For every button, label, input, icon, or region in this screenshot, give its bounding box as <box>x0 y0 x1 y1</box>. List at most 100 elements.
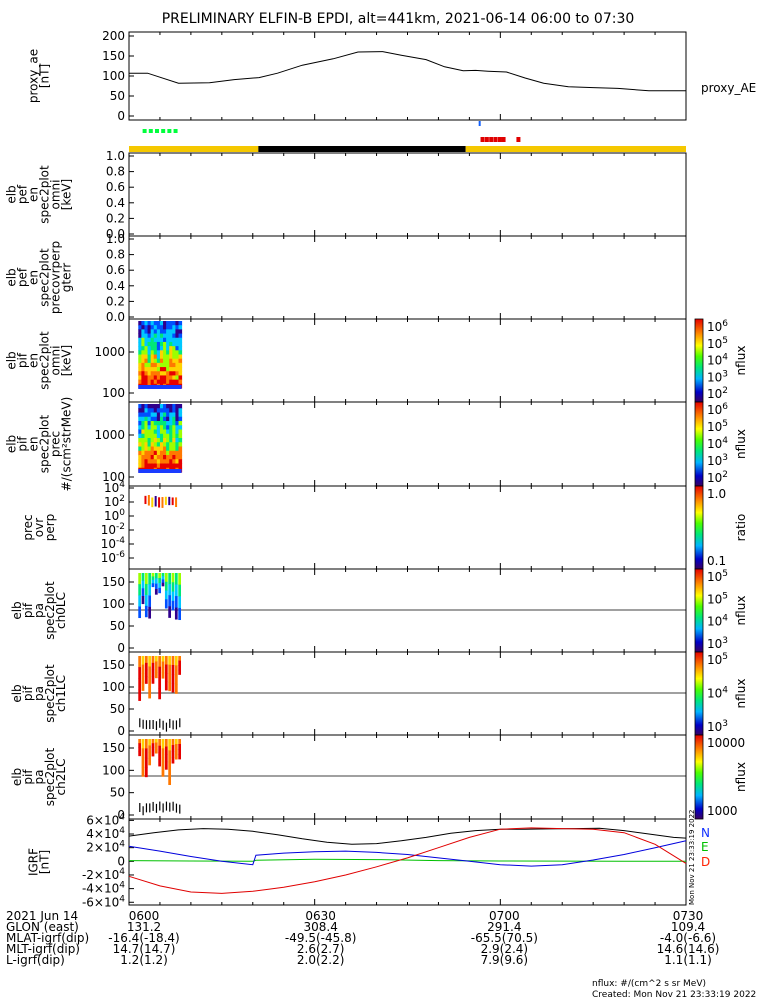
spectrogram-cell <box>159 321 164 326</box>
spectrogram-cell <box>166 450 170 456</box>
spectrogram-cell <box>144 463 149 469</box>
spectrogram-cell <box>141 438 145 443</box>
pitch-angle-cell <box>151 739 155 744</box>
spectrogram-cell <box>159 325 164 330</box>
spectrogram-cell <box>147 329 152 335</box>
spectrogram-cell <box>169 325 173 330</box>
spectrogram-cell <box>169 455 173 460</box>
spectrogram-cell <box>178 412 183 418</box>
pef_precovrperp-ytick-label: 1.0 <box>106 232 125 246</box>
spectrogram-cell <box>156 442 161 447</box>
spectrogram-cell <box>147 446 152 452</box>
spectrogram-cell <box>138 408 142 413</box>
spectrogram-cell <box>175 463 180 469</box>
spectrogram-cell <box>141 459 145 464</box>
spectrogram-cell <box>159 371 164 376</box>
pif_omni-colorbar-tick-exp: 6 <box>722 319 728 329</box>
spectrogram-cell <box>153 438 158 443</box>
spectrogram-cell <box>166 333 170 339</box>
pitch-angle-cell <box>151 751 155 757</box>
pif_ch2LC-ytick-label: 0 <box>117 808 125 822</box>
spectrogram-cell <box>172 362 176 368</box>
pif_ch0LC-colorbar-tick: 105 <box>707 591 728 606</box>
pef_precovrperp-ytick-label: 0.0 <box>106 310 125 324</box>
spectrogram-cell <box>147 362 152 368</box>
footer-cell: 1.2(1.2) <box>120 953 168 967</box>
pitch-angle-cell <box>161 661 165 668</box>
pitch-angle-cell <box>164 754 168 763</box>
pitch-angle-cell <box>178 656 182 662</box>
pitch-angle-cell <box>171 683 175 693</box>
prec_ovr_perp-ylabel: perp <box>43 514 57 542</box>
pitch-angle-cell <box>151 573 155 577</box>
pitch-angle-cell <box>174 674 178 685</box>
pif_prec-ylabel: #/(scm²strMeV) <box>60 397 74 492</box>
pitch-angle-cell <box>141 748 145 759</box>
pif_ch0LC-colorbar <box>694 568 704 653</box>
spectrogram-cell <box>138 416 142 422</box>
pitch-angle-cell <box>154 742 158 747</box>
spectrogram-cell <box>163 446 167 452</box>
spectrogram-cell <box>172 379 176 385</box>
pitch-angle-cell <box>138 689 142 701</box>
spectrogram-cell <box>153 446 158 452</box>
pif_ch0LC-ytick-label: 150 <box>102 575 125 589</box>
spectrogram-cell <box>166 375 170 381</box>
spectrogram-cell <box>156 408 161 413</box>
igrf-line-D <box>128 827 687 894</box>
spectrogram-cell <box>166 371 170 376</box>
pitch-angle-cell <box>161 767 165 777</box>
spectrogram-cell <box>147 341 152 347</box>
spectrogram-cell <box>144 455 149 460</box>
pitch-angle-cell <box>151 576 155 581</box>
spectrogram-cell <box>144 429 149 435</box>
spectrogram-cell <box>172 429 176 435</box>
footer-cell: 0700 <box>489 909 520 923</box>
spectrogram-cell <box>175 442 180 447</box>
spectrogram-cell <box>172 375 176 381</box>
spectrogram-cell <box>159 416 164 422</box>
pitch-angle-cell <box>171 573 175 583</box>
spectrogram-cell <box>150 421 155 426</box>
prec_ovr_perp-ytick-label: 10-2 <box>101 522 125 537</box>
spectrogram-cell <box>163 321 167 326</box>
spectrogram-cell <box>153 350 158 355</box>
prec_ovr_perp-ytick-label: 104 <box>104 480 125 495</box>
spectrogram-cell <box>144 350 149 355</box>
igrf-ytick-label: -2×104 <box>82 867 125 882</box>
pitch-angle-cell <box>154 661 158 668</box>
pitch-angle-cell <box>168 739 172 751</box>
spectrogram-cell <box>150 371 155 376</box>
pef_omni-ylabel: pef <box>16 184 30 204</box>
spectrogram-cell <box>166 329 170 335</box>
pitch-angle-cell <box>138 595 142 607</box>
spectrogram-cell <box>150 379 155 385</box>
spectrogram-cell <box>147 358 152 364</box>
pitch-angle-cell <box>159 801 161 811</box>
spectrogram-cell <box>172 446 176 452</box>
spectrogram-cell <box>141 341 145 347</box>
pitch-angle-cell <box>162 720 164 730</box>
spectrogram-cell <box>147 463 152 469</box>
pitch-angle-cell <box>139 718 141 728</box>
red-mark <box>501 137 506 142</box>
spectrogram-cell <box>156 333 161 339</box>
pif_omni-ylabel: elb <box>5 351 19 369</box>
spectrogram-cell <box>159 450 164 456</box>
ratio-cell <box>175 497 178 508</box>
pitch-angle-cell <box>161 739 165 749</box>
igrf-ytick-exp: 4 <box>119 881 125 891</box>
pitch-angle-cell <box>152 801 154 811</box>
pitch-angle-cell <box>158 573 162 579</box>
pitch-angle-cell <box>168 664 172 674</box>
pif_ch0LC-ytick-label: 50 <box>110 619 125 633</box>
spectrogram-cell <box>178 442 183 447</box>
spectrogram-cell <box>172 337 176 343</box>
pitch-angle-cell <box>145 720 148 730</box>
ae-ytick-label: 0 <box>117 109 125 123</box>
spectrogram-cell <box>138 379 142 385</box>
spectrogram-cell <box>172 459 176 464</box>
pif_prec-colorbar-tick-exp: 2 <box>722 470 728 480</box>
